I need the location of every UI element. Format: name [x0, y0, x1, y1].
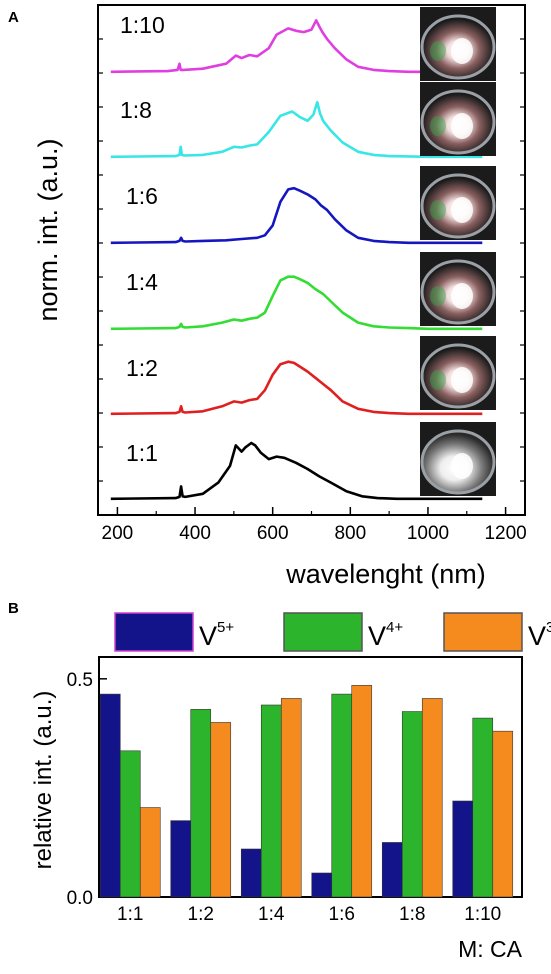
- plot-a-inset-photos: [420, 7, 496, 496]
- x-tick-label: 1:2: [188, 904, 214, 925]
- x-tick-label: 200: [102, 523, 134, 544]
- spectrum-line-1: [110, 100, 483, 159]
- bar-1:1-5+: [99, 693, 121, 898]
- plot-b-xlabel: M: CA: [458, 936, 523, 962]
- bar-1:6-3+: [351, 685, 373, 898]
- panel-b-label: B: [8, 600, 19, 617]
- spectrum-line-5: [110, 441, 483, 501]
- x-tick-label: 1200: [484, 523, 526, 544]
- bar-1:8-4+: [401, 711, 423, 898]
- inset-photo: [420, 7, 496, 81]
- legend-label-1: V4+: [368, 619, 403, 651]
- bar-1:10-3+: [492, 730, 514, 898]
- x-tick-label: 1:10: [464, 904, 501, 925]
- bar-1:10-5+: [452, 800, 474, 898]
- bar-1:4-5+: [240, 848, 262, 898]
- plot-a-ticks: 200 400 600 800 1000 1200: [98, 38, 527, 544]
- x-tick-label: 1:1: [117, 904, 143, 925]
- series-label: 1:10: [120, 12, 165, 38]
- x-tick-label: 400: [179, 523, 211, 544]
- plot-b-legend: V5+ V4+ V3+: [114, 612, 551, 652]
- plot-b-ylabel: relative int. (a.u.): [30, 691, 57, 870]
- bar-1:2-4+: [190, 709, 212, 898]
- series-label: 1:4: [126, 269, 158, 295]
- bar-1:2-3+: [210, 722, 232, 898]
- plot-b-ticks: 0.0 0.5 1:1 1:2 1:4 1:6 1:8 1:10: [67, 670, 502, 925]
- legend-swatch-1: [283, 612, 363, 652]
- bar-1:4-4+: [260, 704, 282, 898]
- spectrum-line-2: [110, 186, 483, 245]
- x-tick-label: 1:4: [258, 904, 285, 925]
- y-tick-label: 0.5: [67, 670, 93, 691]
- legend-label-2: V3+: [528, 619, 551, 651]
- bar-1:8-5+: [381, 842, 403, 898]
- series-label: 1:8: [120, 97, 152, 123]
- plot-a-xlabel: wavelenght (nm): [285, 559, 486, 589]
- spectrum-line-3: [110, 275, 483, 331]
- spectrum-line-0: [110, 18, 483, 74]
- bar-1:6-5+: [311, 872, 333, 898]
- spectrum-line-4: [110, 360, 483, 416]
- y-tick-label: 0.0: [67, 888, 93, 909]
- inset-photo: [420, 422, 496, 496]
- plot-a-spectra: [110, 18, 483, 501]
- bar-1:1-3+: [139, 807, 161, 898]
- plot-a-series-labels: 1:10 1:8 1:6 1:4 1:2 1:1: [120, 12, 165, 466]
- bar-1:2-5+: [170, 820, 192, 898]
- x-tick-label: 1:8: [399, 904, 425, 925]
- series-label: 1:2: [126, 355, 158, 381]
- inset-photo: [420, 166, 496, 240]
- inset-photo: [420, 82, 496, 156]
- series-label: 1:1: [126, 440, 158, 466]
- x-tick-label: 1:6: [329, 904, 355, 925]
- legend-swatch-2: [443, 612, 523, 652]
- plot-a-ylabel: norm. int. (a.u.): [33, 138, 63, 321]
- x-tick-label: 1000: [407, 523, 449, 544]
- plot-b-bars: [99, 685, 514, 898]
- panel-a-label: A: [8, 9, 19, 26]
- bar-1:8-3+: [421, 698, 443, 898]
- x-tick-label: 800: [334, 523, 366, 544]
- x-tick-label: 600: [257, 523, 289, 544]
- legend-swatch-0: [114, 612, 194, 652]
- inset-photo: [420, 252, 496, 326]
- bar-1:4-3+: [280, 698, 302, 898]
- bar-1:6-4+: [331, 693, 353, 898]
- bar-1:1-4+: [119, 750, 141, 898]
- plot-b-frame: [98, 656, 523, 898]
- bar-1:10-4+: [472, 717, 494, 898]
- series-label: 1:6: [126, 183, 158, 209]
- legend-label-0: V5+: [199, 619, 234, 651]
- inset-photo: [420, 336, 496, 410]
